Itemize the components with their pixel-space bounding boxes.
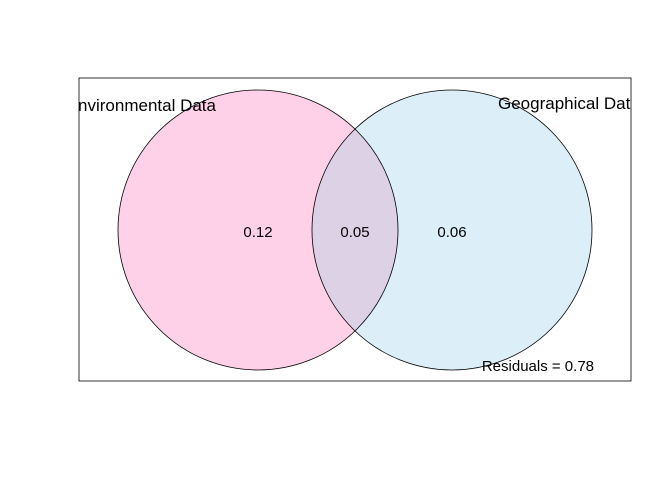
environmental-data-outline xyxy=(117,89,399,371)
geographical-data-outline xyxy=(311,89,593,371)
environmental-only-value: 0.12 xyxy=(243,224,272,241)
geographical-data-circle xyxy=(312,90,592,370)
shared-value: 0.05 xyxy=(340,224,369,241)
environmental-data-label: Environmental Data xyxy=(67,96,217,115)
residuals-label: Residuals = 0.78 xyxy=(482,358,594,375)
plot-border xyxy=(78,77,632,382)
geographical-only-value: 0.06 xyxy=(437,224,466,241)
geographical-data-label: Geographical Data xyxy=(498,94,640,113)
environmental-data-circle xyxy=(118,90,398,370)
